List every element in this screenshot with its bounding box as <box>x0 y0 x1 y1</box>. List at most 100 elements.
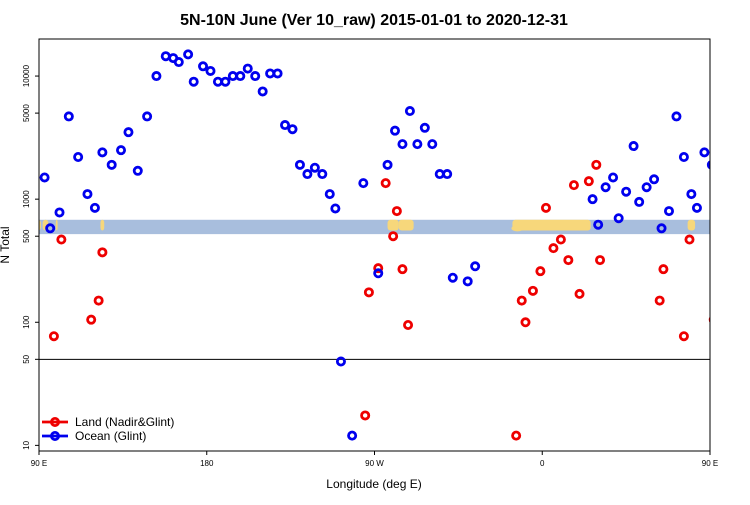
ocean-point <box>309 162 320 173</box>
ocean-point <box>678 152 689 163</box>
land-point <box>380 178 391 189</box>
land-point <box>718 297 725 304</box>
ocean-point <box>419 122 430 133</box>
ocean-point <box>294 159 305 170</box>
ocean-point <box>82 189 93 200</box>
ocean-point <box>358 178 369 189</box>
land-point <box>684 234 695 245</box>
ocean-point <box>621 186 632 197</box>
ocean-point <box>732 167 739 174</box>
plot-frame <box>38 38 711 452</box>
land-shape <box>55 219 58 231</box>
ocean-point <box>330 203 341 214</box>
y-tick-label: 5000 <box>22 104 31 122</box>
ocean-point <box>641 182 652 193</box>
land-point <box>373 263 384 274</box>
x-tick-label: 90 W <box>365 459 384 468</box>
ocean-point <box>151 71 162 82</box>
ocean-point <box>142 111 153 122</box>
ocean-point <box>718 147 725 154</box>
ocean-point <box>63 111 74 122</box>
ocean-point <box>613 213 624 224</box>
ocean-point <box>235 71 246 82</box>
land-point <box>93 295 104 306</box>
ocean-point <box>272 68 283 79</box>
chart-title: 5N-10N June (Ver 10_raw) 2015-01-01 to 2… <box>180 12 568 29</box>
ocean-point <box>335 356 346 367</box>
legend-marker <box>50 416 61 427</box>
ocean-point <box>45 223 56 234</box>
y-axis-ticks: 10 50 100 500 1000 5000 10000 <box>22 64 39 450</box>
ocean-point <box>608 172 619 183</box>
land-shape <box>687 219 696 231</box>
ocean-point <box>699 147 710 158</box>
ocean-point <box>390 125 401 136</box>
x-tick-label: 180 <box>200 459 214 468</box>
ocean-point <box>242 63 253 74</box>
land-point <box>97 247 108 258</box>
map-strip <box>39 219 710 235</box>
ocean-point <box>447 272 458 283</box>
ocean-point <box>600 182 611 193</box>
land-point <box>56 234 67 245</box>
y-tick-label: 10 <box>22 440 31 449</box>
land-point <box>535 266 546 277</box>
land-point <box>574 288 585 299</box>
land-point <box>363 287 374 298</box>
ocean-point <box>220 76 231 87</box>
x-axis-ticks: 90 E 180 90 W 0 90 E <box>31 451 718 468</box>
ocean-point <box>691 202 702 213</box>
ocean-point <box>404 106 415 117</box>
ocean-point <box>671 111 682 122</box>
ocean-point <box>97 147 108 158</box>
ocean-point <box>706 160 710 170</box>
ocean-point <box>663 206 674 217</box>
y-axis-label: N Total <box>0 226 12 263</box>
ocean-point <box>427 139 438 150</box>
ocean-point <box>656 223 667 234</box>
y-tick-label: 1000 <box>22 190 31 208</box>
land-point <box>403 320 414 331</box>
ocean-point <box>250 71 261 82</box>
land-point <box>540 202 551 213</box>
ocean-point <box>106 159 117 170</box>
ocean-point <box>412 139 423 150</box>
ocean-point <box>183 49 194 60</box>
y-tick-label: 10000 <box>22 64 31 87</box>
ocean-point <box>205 65 216 76</box>
ocean-point <box>649 174 660 185</box>
y-tick-label: 100 <box>22 315 31 329</box>
ocean-point <box>198 61 209 72</box>
ocean-point <box>54 207 65 218</box>
ocean-point <box>39 172 50 183</box>
x-axis-label: Longitude (deg E) <box>326 477 421 491</box>
land-point <box>595 255 606 266</box>
ocean-point <box>462 276 473 287</box>
land-point <box>658 264 669 275</box>
land-point <box>360 410 371 421</box>
land-point <box>563 255 574 266</box>
land-point <box>568 180 579 191</box>
ocean-point <box>257 86 268 97</box>
land-point <box>548 243 559 254</box>
land-shape <box>398 219 414 231</box>
land-shape <box>100 219 105 231</box>
land-point <box>388 231 399 242</box>
ocean-point <box>634 196 645 207</box>
y-tick-label: 500 <box>22 229 31 243</box>
land-point <box>48 331 59 342</box>
ocean-point <box>742 113 749 120</box>
ocean-point <box>123 127 134 138</box>
ocean-point <box>347 430 358 441</box>
y-tick-label: 50 <box>22 354 31 363</box>
legend: Land (Nadir&Glint)Ocean (Glint) <box>42 415 174 443</box>
ocean-point <box>442 169 453 180</box>
land-point <box>527 285 538 296</box>
land-point <box>516 295 527 306</box>
land-point <box>583 176 594 187</box>
data-points <box>39 49 749 441</box>
land-point <box>511 430 522 441</box>
land-shape <box>511 225 524 232</box>
land-point <box>397 264 408 275</box>
